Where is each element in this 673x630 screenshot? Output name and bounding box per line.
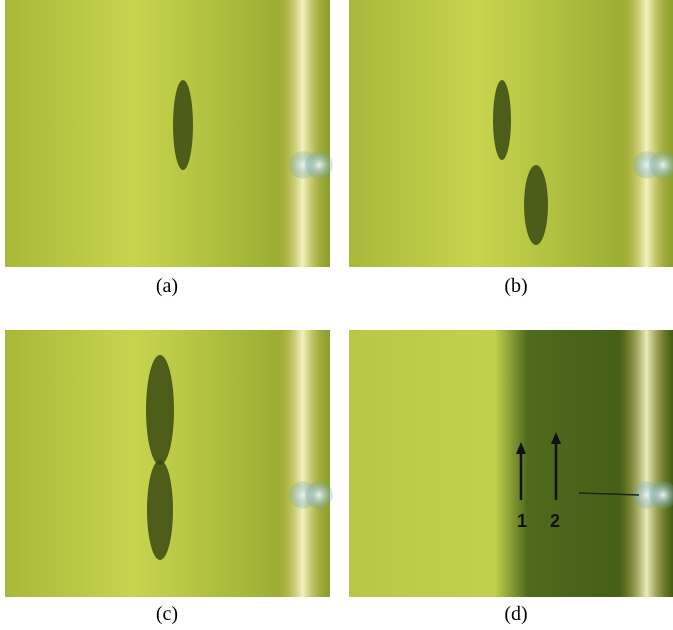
arrow-label: 2	[550, 511, 560, 531]
figure: 1 2 (a) (b) (c) (d)	[0, 0, 673, 630]
panel-b	[349, 0, 673, 267]
arrow-label: 1	[517, 511, 527, 531]
panel-caption: (a)	[156, 275, 178, 297]
panel-caption: (d)	[504, 603, 527, 625]
panel-d: 1 2	[349, 330, 673, 597]
panel-c	[5, 330, 333, 597]
panel-a	[5, 0, 333, 267]
panel-caption: (c)	[156, 603, 178, 625]
panel-caption: (b)	[504, 275, 527, 297]
